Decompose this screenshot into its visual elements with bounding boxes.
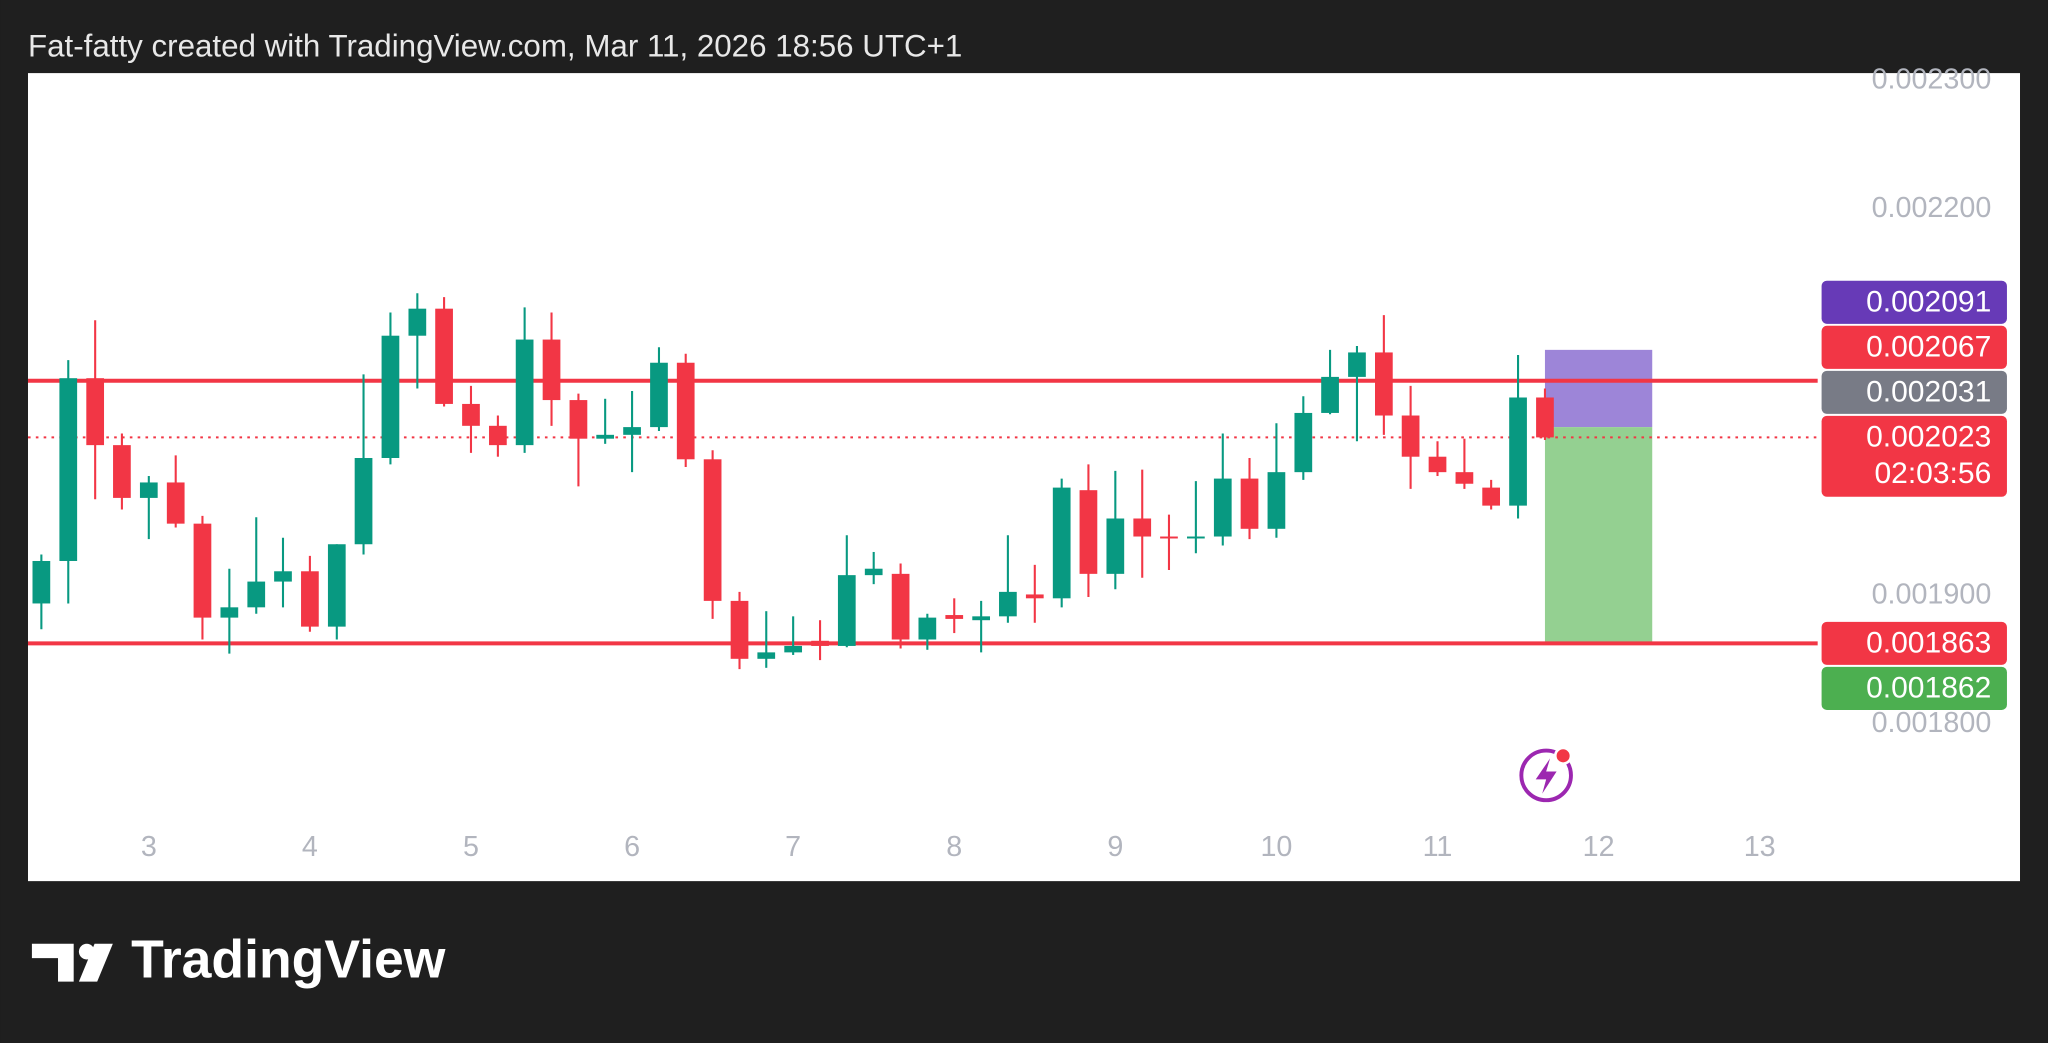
plot-layer: 3 4 5 6 7 8 9 10 11 12 13 0.002300 0.002200 0.001900 0…: [27, 63, 2007, 863]
last-price-box: [1821, 415, 2007, 497]
candle-body: [1536, 397, 1554, 438]
candle-body: [837, 575, 856, 646]
x-tick-label: 4: [302, 831, 318, 863]
candle-body: [542, 339, 561, 401]
candle-body: [784, 645, 803, 653]
price-label: 0.002091: [1866, 286, 1991, 319]
candle-body: [1375, 352, 1393, 416]
x-tick-label: 11: [1423, 831, 1453, 863]
x-tick-label: 6: [624, 831, 640, 863]
candle-body: [703, 459, 722, 601]
candle-body: [918, 617, 937, 640]
countdown-label: 02:03:56: [1874, 457, 1991, 490]
candle-body: [301, 571, 319, 627]
candle-body: [972, 616, 991, 621]
candle-body: [1428, 456, 1447, 473]
candle-body: [1294, 412, 1313, 473]
candle-body: [327, 544, 346, 627]
candle-body: [1482, 487, 1501, 506]
candle-body: [1240, 478, 1259, 529]
x-tick-label: 9: [1107, 831, 1123, 863]
candle-body: [1106, 518, 1125, 574]
candle-body: [676, 362, 695, 460]
candle-body: [1160, 536, 1178, 539]
x-tick-label: 8: [946, 831, 962, 863]
y-tick-label: 0.001800: [1872, 707, 1992, 739]
price-label: 0.001862: [1866, 672, 1991, 705]
price-label-box: [1821, 666, 2007, 710]
candle-body: [1052, 487, 1071, 599]
candle-body: [220, 607, 239, 618]
candle-body: [1133, 518, 1152, 537]
x-tick-label: 13: [1744, 831, 1776, 863]
candle-body: [757, 652, 776, 659]
candle-body: [1321, 376, 1339, 413]
price-label-box: [1821, 370, 2007, 414]
candle-body: [1509, 397, 1527, 506]
candle-body: [569, 400, 588, 439]
price-label-box: [1821, 325, 2007, 369]
brand-logo: [31, 943, 113, 982]
candle-body: [811, 640, 829, 646]
y-tick-label: 0.002200: [1872, 192, 1992, 224]
price-label: 0.002031: [1866, 376, 1991, 409]
candle-body: [139, 482, 158, 498]
x-tick-label: 3: [141, 831, 157, 863]
candle-body: [1267, 472, 1286, 529]
price-label-box: [1821, 621, 2007, 665]
candle-body: [623, 427, 641, 435]
candle-body: [945, 615, 964, 619]
candle-body: [435, 308, 453, 404]
brand-name: TradingView: [131, 931, 446, 990]
candle-body: [999, 591, 1017, 617]
price-label: 0.002067: [1866, 331, 1991, 364]
candle-body: [1455, 472, 1474, 484]
candle-body: [596, 434, 615, 439]
position-stop-zone: [1544, 349, 1653, 428]
candle-body: [32, 560, 51, 604]
position-target-zone: [1544, 427, 1653, 645]
plot-area: [27, 73, 2021, 882]
last-price-label: 0.002023: [1866, 421, 1991, 454]
x-tick-label: 7: [785, 831, 801, 863]
candle-body: [462, 403, 480, 426]
candle-body: [274, 571, 292, 582]
y-tick-label: 0.002300: [1872, 63, 1992, 95]
candle-body: [1348, 352, 1366, 377]
candle-body: [730, 600, 749, 659]
candle-body: [166, 482, 185, 524]
candle-body: [864, 568, 883, 576]
candle-body: [408, 308, 427, 336]
price-label-box: [1821, 280, 2007, 324]
candle-body: [1079, 490, 1098, 574]
candle-body: [1401, 415, 1420, 457]
candle-body: [247, 581, 266, 608]
candle-body: [193, 523, 212, 618]
y-tick-label: 0.001900: [1872, 578, 1992, 610]
candle-body: [59, 378, 78, 561]
candle-body: [113, 445, 131, 498]
candle-body: [86, 378, 105, 446]
candle-body: [489, 425, 507, 446]
candle-body: [1213, 478, 1232, 537]
candle-body: [1025, 594, 1044, 599]
candle-body: [891, 573, 910, 640]
candle-body: [381, 335, 400, 458]
candle-body: [354, 457, 373, 545]
price-label: 0.001863: [1866, 627, 1991, 660]
x-tick-label: 5: [463, 831, 479, 863]
candle-body: [650, 362, 668, 428]
candle-body: [515, 339, 534, 446]
chart-title: Fat-fatty created with TradingView.com, …: [28, 29, 962, 64]
x-tick-label: 12: [1583, 831, 1615, 863]
x-tick-label: 10: [1260, 831, 1292, 863]
lightning-icon[interactable]: [1519, 746, 1573, 803]
candle-body: [1187, 536, 1205, 539]
